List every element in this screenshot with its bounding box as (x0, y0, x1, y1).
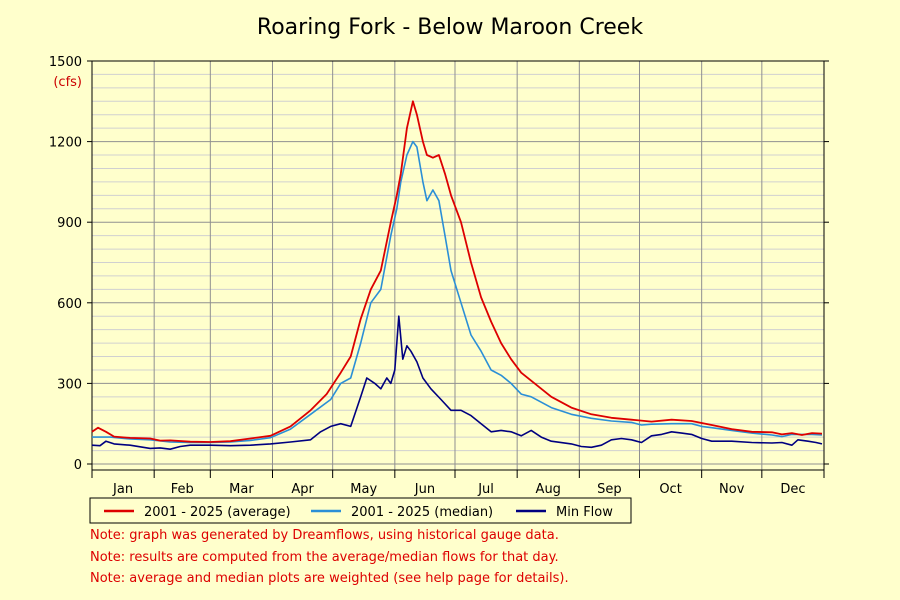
y-tick-label: 300 (57, 377, 82, 392)
series-line-0 (91, 100, 823, 443)
x-tick-label: May (350, 482, 377, 497)
plot-area (92, 61, 824, 470)
y-tick-label: 600 (57, 297, 82, 312)
legend-label: 2001 - 2025 (average) (144, 505, 291, 520)
x-tick-label: Oct (659, 482, 681, 497)
series-line-2 (91, 315, 823, 451)
x-tick-label: Nov (719, 482, 745, 497)
x-tick-label: Feb (171, 482, 194, 497)
y-unit-label: (cfs) (53, 75, 82, 90)
x-tick-label: Jun (414, 482, 435, 497)
x-tick-label: Dec (780, 482, 805, 497)
series-lines (91, 100, 823, 451)
y-tick-label: 900 (57, 216, 82, 231)
legend-label: Min Flow (556, 505, 613, 520)
y-tick-label: 1200 (49, 136, 82, 151)
series-line-1 (92, 140, 823, 444)
chart-title: Roaring Fork - Below Maroon Creek (257, 15, 643, 40)
plot-frame (91, 60, 825, 471)
x-tick-label: Aug (536, 482, 561, 497)
legend-label: 2001 - 2025 (median) (351, 505, 493, 520)
x-tick-label: Jan (112, 482, 133, 497)
note-2: Note: results are computed from the aver… (90, 550, 559, 565)
x-tick-label: Jul (477, 482, 494, 497)
axes: 0 300 600 900 1200 1500 Jan Feb Mar Apr May Jun Jul A… (49, 55, 829, 497)
y-tick-label: 1500 (49, 55, 82, 70)
x-tick-label: Mar (229, 482, 254, 497)
y-tick-label: 0 (74, 458, 82, 473)
note-3: Note: average and median plots are weigh… (90, 571, 569, 586)
grid (92, 60, 824, 470)
legend: 2001 - 2025 (average) 2001 - 2025 (median… (89, 497, 632, 524)
note-1: Note: graph was generated by Dreamflows,… (90, 528, 559, 543)
x-tick-label: Apr (291, 482, 314, 497)
x-tick-label: Sep (597, 482, 622, 497)
